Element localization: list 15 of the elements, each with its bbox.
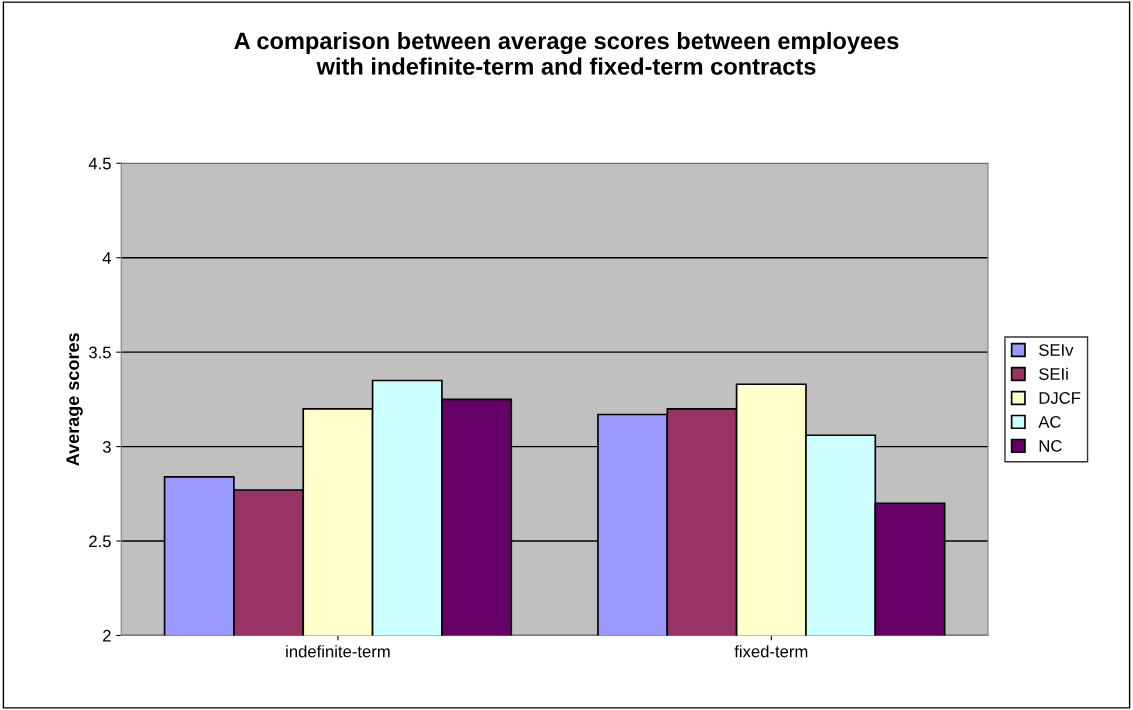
y-tick-label: 3.5 — [88, 346, 111, 359]
x-tick-label: indefinite-term — [286, 645, 390, 658]
y-tick-label: 4.5 — [88, 157, 111, 170]
y-tick-label: 4 — [102, 252, 112, 264]
legend-label: SEIi — [1039, 367, 1068, 380]
y-axis-title: Average scores — [66, 333, 83, 466]
y-tick-label: 2 — [103, 629, 111, 642]
legend-label: SEIv — [1039, 344, 1074, 356]
y-tick-label: 3 — [102, 440, 111, 453]
legend-label: AC — [1038, 416, 1061, 428]
x-tick-label: fixed-term — [734, 645, 808, 658]
legend-label: DJCF — [1039, 392, 1081, 404]
legend-label: NC — [1039, 440, 1062, 452]
chart-title: A comparison between average scores between employees with indefinite-term and fixed-term contracts — [234, 31, 899, 75]
y-tick-label: 2.5 — [89, 535, 111, 548]
